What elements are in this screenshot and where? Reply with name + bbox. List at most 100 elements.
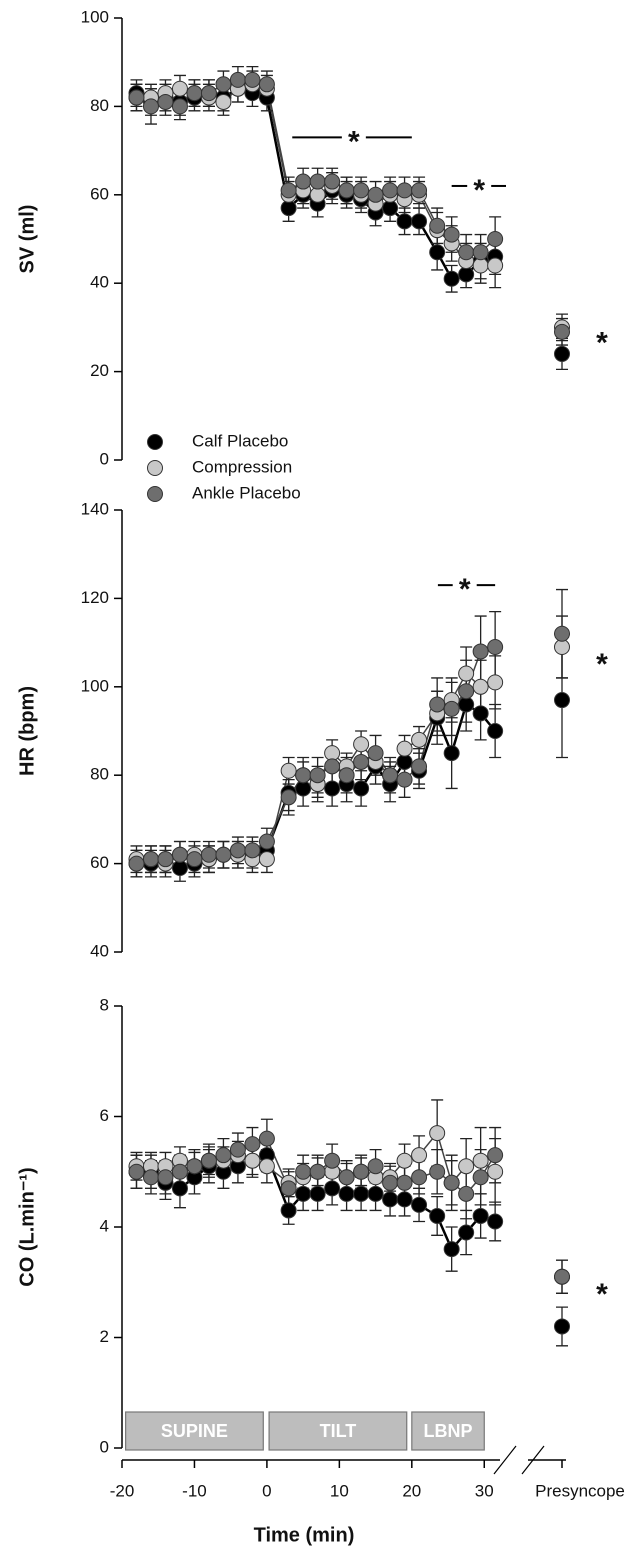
marker (186, 85, 203, 102)
marker (171, 860, 188, 877)
phase-label: TILT (320, 1421, 357, 1441)
y-tick-label: 60 (90, 853, 109, 872)
marker (382, 1174, 399, 1191)
y-tick-label: 20 (90, 361, 109, 380)
y-tick-label: 80 (90, 96, 109, 115)
marker (429, 244, 446, 261)
x-tick-label: 30 (475, 1481, 494, 1500)
legend-marker (147, 486, 163, 502)
marker (258, 851, 275, 868)
x-axis-label: Time (min) (254, 1524, 355, 1546)
marker (258, 833, 275, 850)
marker (215, 1147, 232, 1164)
marker (128, 1163, 145, 1180)
marker (443, 700, 460, 717)
y-tick-label: 0 (100, 449, 109, 468)
marker (472, 1207, 489, 1224)
legend-marker (147, 460, 163, 476)
marker (258, 1158, 275, 1175)
annotation: * (348, 125, 360, 158)
marker (280, 789, 297, 806)
marker (229, 1141, 246, 1158)
marker (554, 1318, 570, 1335)
marker (215, 93, 232, 110)
marker (472, 257, 489, 274)
phase-label: LBNP (424, 1421, 473, 1441)
marker (487, 1147, 504, 1164)
marker (472, 1169, 489, 1186)
marker (280, 182, 297, 199)
marker (200, 846, 217, 863)
marker (186, 1158, 203, 1175)
marker (324, 1180, 341, 1197)
marker (396, 753, 413, 770)
marker (458, 1224, 475, 1241)
marker (324, 1152, 341, 1169)
marker (411, 1147, 428, 1164)
marker (309, 186, 326, 203)
marker (200, 85, 217, 102)
marker (353, 753, 370, 770)
x-break-label: Presyncope (535, 1481, 625, 1500)
marker (258, 76, 275, 93)
y-axis-label: SV (ml) (16, 205, 38, 274)
x-tick-label: 20 (402, 1481, 421, 1500)
marker (367, 1158, 384, 1175)
annotation: * (596, 326, 608, 359)
marker (157, 851, 174, 868)
marker (396, 740, 413, 757)
marker (487, 1213, 504, 1230)
marker (429, 1125, 446, 1142)
marker (338, 767, 355, 784)
marker (382, 1191, 399, 1208)
marker (429, 217, 446, 234)
marker (429, 1207, 446, 1224)
marker (157, 93, 174, 110)
marker (353, 780, 370, 797)
y-tick-label: 6 (100, 1106, 109, 1125)
marker (396, 771, 413, 788)
x-tick-label: -10 (182, 1481, 207, 1500)
marker (472, 705, 489, 722)
marker (443, 1241, 460, 1258)
marker (200, 1152, 217, 1169)
marker (554, 692, 570, 709)
marker (472, 643, 489, 660)
y-tick-label: 40 (90, 941, 109, 960)
y-tick-label: 2 (100, 1327, 109, 1346)
marker (382, 182, 399, 199)
marker (472, 244, 489, 261)
marker (396, 182, 413, 199)
marker (309, 1185, 326, 1202)
axis-break-mark (521, 1445, 545, 1475)
axis-break-mark (493, 1445, 517, 1475)
legend-marker (147, 434, 163, 450)
marker (280, 200, 297, 217)
marker (458, 683, 475, 700)
marker (411, 182, 428, 199)
marker (309, 173, 326, 190)
y-tick-label: 120 (81, 588, 109, 607)
marker (280, 1202, 297, 1219)
marker (244, 1152, 261, 1169)
marker (171, 1180, 188, 1197)
marker (367, 1185, 384, 1202)
marker (324, 745, 341, 762)
marker (309, 767, 326, 784)
y-tick-label: 40 (90, 273, 109, 292)
phase-label: SUPINE (161, 1421, 228, 1441)
marker (353, 1163, 370, 1180)
marker (458, 696, 475, 713)
marker (429, 1163, 446, 1180)
y-tick-label: 100 (81, 7, 109, 26)
marker (215, 846, 232, 863)
marker (142, 851, 159, 868)
marker (367, 745, 384, 762)
marker (215, 76, 232, 93)
marker (280, 1180, 297, 1197)
marker (443, 226, 460, 243)
marker (458, 266, 475, 283)
marker (443, 270, 460, 287)
marker (458, 1158, 475, 1175)
marker (171, 80, 188, 97)
